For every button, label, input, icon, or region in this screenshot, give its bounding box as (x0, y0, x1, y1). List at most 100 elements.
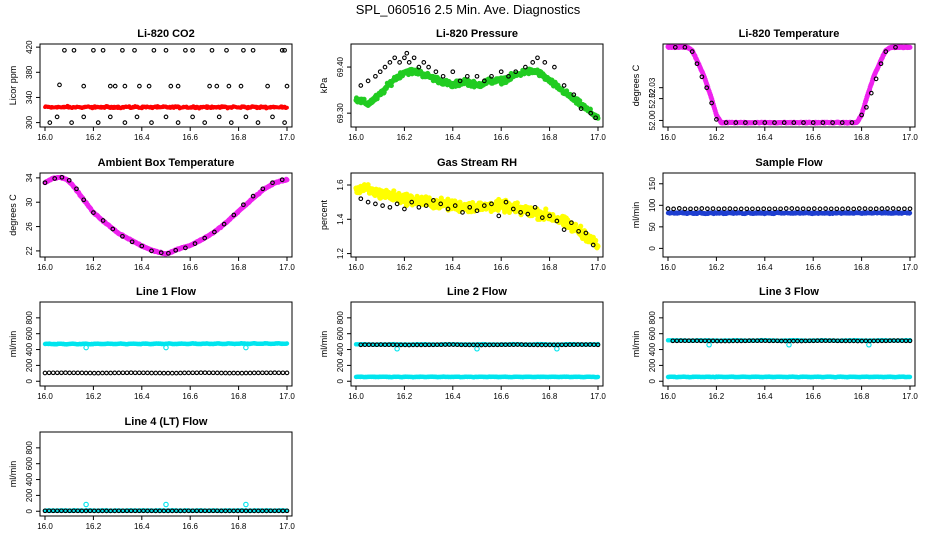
data-point (547, 213, 552, 219)
data-point (676, 206, 682, 211)
data-point (136, 370, 142, 376)
data-point (91, 370, 97, 376)
y-tick-label: 69.40 (336, 57, 345, 78)
data-point (391, 188, 397, 194)
x-tick-label: 16.6 (493, 392, 509, 401)
data-point (514, 200, 520, 206)
series-co2_hi (62, 47, 287, 53)
data-point (593, 115, 598, 121)
chart-title: Line 1 Flow (136, 286, 196, 298)
y-tick-label: 800 (648, 311, 657, 325)
data-point (523, 64, 528, 70)
data-point (227, 370, 232, 376)
data-point (282, 120, 287, 125)
data-point (107, 114, 113, 120)
data-point (47, 120, 53, 125)
data-point (489, 73, 494, 79)
y-tick-label: 1.2 (336, 247, 345, 259)
data-point (694, 61, 700, 67)
series-l1_cyan_out (83, 344, 249, 351)
data-point (706, 342, 712, 348)
data-point (470, 200, 476, 206)
x-tick-label: 16.4 (445, 133, 461, 142)
x-tick-label: 16.8 (854, 392, 870, 401)
data-point (190, 47, 195, 53)
data-point (81, 197, 87, 203)
x-tick-label: 16.4 (134, 392, 150, 401)
series-l2_cyan_low (353, 374, 601, 380)
data-point (377, 69, 383, 75)
y-tick-label: 0 (336, 378, 345, 383)
data-point (750, 206, 755, 212)
data-point (862, 206, 868, 211)
series-pressure_pts (358, 50, 598, 121)
data-point (744, 206, 750, 212)
data-point (214, 370, 220, 376)
data-point (474, 73, 480, 79)
data-point (100, 218, 106, 223)
data-point (489, 201, 494, 207)
data-point (699, 74, 705, 80)
plot-frame (662, 43, 916, 128)
data-point (116, 370, 122, 376)
data-point (132, 370, 138, 376)
data-point (365, 199, 371, 205)
data-point (789, 206, 795, 211)
y-tick-label: 400 (336, 342, 345, 356)
data-point (513, 69, 519, 75)
data-point (907, 44, 913, 50)
data-point (151, 47, 157, 53)
page-title: SPL_060516 2.5 Min. Ave. Diagnostics (355, 2, 581, 17)
y-tick-label: 420 (25, 40, 34, 54)
data-point (402, 206, 407, 212)
x-tick-label: 16.8 (542, 392, 558, 401)
x-tick-label: 16.4 (757, 133, 773, 142)
data-point (62, 47, 67, 53)
plot-frame (350, 301, 604, 387)
data-point (392, 55, 398, 61)
data-point (265, 83, 270, 89)
series-pressure_curve (353, 66, 601, 121)
x-tick-label: 17.0 (279, 392, 295, 401)
plot-area (42, 501, 290, 514)
data-point (100, 370, 105, 376)
data-point (416, 204, 422, 210)
x-tick-label: 16.8 (542, 263, 558, 272)
y-tick-label: 69.30 (336, 103, 345, 124)
data-point (778, 206, 783, 212)
data-point (723, 120, 729, 125)
data-point (255, 370, 261, 376)
series-l4_cyan_out (83, 501, 249, 508)
y-axis-label: ml/min (631, 331, 641, 358)
data-point (241, 47, 246, 53)
data-point (834, 206, 840, 212)
series-co2_low (47, 114, 287, 125)
data-point (282, 47, 287, 53)
data-point (175, 120, 181, 125)
data-point (129, 239, 135, 245)
data-point (823, 206, 828, 211)
data-point (588, 110, 594, 116)
data-point (161, 370, 167, 376)
data-point (120, 370, 126, 376)
data-point (42, 370, 48, 376)
data-point (91, 47, 96, 53)
y-tick-label: 150 (648, 177, 657, 191)
series-co2_avg (43, 103, 289, 111)
data-point (104, 370, 109, 376)
y-tick-label: 1.4 (336, 213, 345, 225)
x-tick-label: 16.0 (37, 133, 53, 142)
y-tick-label: 200 (336, 358, 345, 372)
data-point (284, 370, 290, 376)
data-point (571, 92, 577, 98)
data-point (561, 227, 567, 232)
x-tick-label: 17.0 (590, 263, 606, 272)
plot-area (43, 47, 290, 125)
data-point (231, 212, 237, 218)
data-point (710, 206, 716, 211)
x-tick-label: 16.8 (231, 133, 247, 142)
data-point (243, 370, 249, 376)
x-tick-label: 16.6 (493, 263, 509, 272)
data-point (146, 83, 152, 89)
